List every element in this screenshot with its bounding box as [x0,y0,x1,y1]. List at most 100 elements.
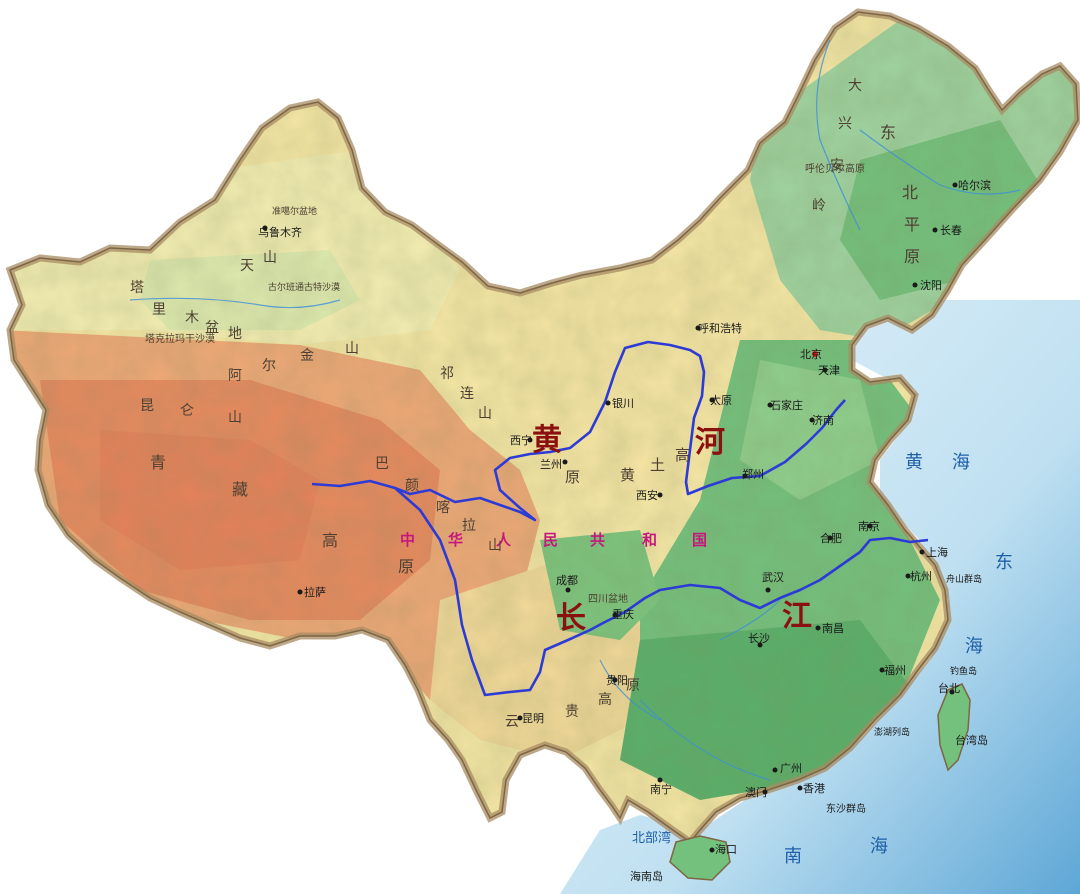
island-penghu: 澎湖列岛 [874,726,910,738]
city-beijing: 北京 [800,347,822,361]
city-dot [822,367,828,373]
minor-rivers [129,39,1021,781]
city-hangzhou: 杭州 [910,569,932,583]
yangtze-river-label-2: 江 [782,599,812,634]
dxal-char-3: 安 [830,158,844,174]
northeast-char-1: 东 [880,123,896,142]
city-dot [815,625,821,631]
city-dot [809,417,815,423]
city-taibei: 台北 [938,681,960,695]
city-hefei: 合肥 [820,531,842,545]
dxal-char-1: 大 [848,78,862,94]
city-fuzhou: 福州 [884,663,906,677]
city-dot [912,282,918,288]
taklamakan-label: 塔克拉玛干沙漠 [145,332,215,345]
yungui-char-1: 云 [505,714,519,730]
city-dot [742,473,748,479]
yellow-river-label-1: 黄 [532,423,562,458]
yellow-sea-char-2: 海 [952,452,970,473]
tianshan-char-1: 天 [240,258,254,274]
city-dot [657,777,663,783]
altun-char-3: 金 [300,348,314,364]
qilian-char-3: 山 [478,406,492,422]
sea-labels: 黄 海 东 海 南 海 北部湾 [632,452,1013,867]
bayankala-char-1: 巴 [375,456,389,472]
city-aomen: 澳门 [745,785,767,799]
city-dot [709,847,715,853]
tianshan-char-2: 山 [263,250,277,266]
region-labels: 塔 里 木 盆 地 塔克拉玛干沙漠 古尔班通古特沙漠 准噶尔盆地 天 山 青 藏… [130,78,920,730]
taiwan-island [937,683,971,772]
city-dot [952,182,958,188]
city-dot [949,689,955,695]
city-tianjin: 天津 [818,364,840,377]
city-dot [919,549,925,555]
country-char-3: 人 [496,531,512,549]
beibu-gulf-label: 北部湾 [632,830,671,846]
city-dot [797,785,803,791]
dxal-char-4: 岭 [812,198,826,214]
tibet-char-4: 原 [398,557,414,576]
city-urumqi: 乌鲁木齐 [258,225,302,239]
city-lanzhou: 兰州 [540,458,562,471]
loess-char-3: 高 [675,446,690,464]
yellow-river [311,340,846,522]
island-taiwan: 台湾岛 [955,733,988,747]
capital-star-icon [812,351,818,357]
loess-char-2: 土 [650,456,665,474]
tarim-char-5: 地 [228,326,242,342]
river-labels: 黄 河 长 江 [532,423,812,636]
hainan-island [669,835,731,881]
city-haikou: 海口 [715,842,737,856]
yungui-char-4: 原 [626,678,640,694]
tibet-char-2: 藏 [232,480,248,499]
city-dot [765,587,771,593]
city-yinchuan: 银川 [612,396,634,410]
city-taiyuan: 太原 [710,394,732,407]
city-changchun: 长春 [940,224,962,237]
city-dot [562,459,568,465]
city-chengdu: 成都 [556,574,578,587]
city-chongqing: 重庆 [612,607,634,621]
city-dot [932,227,938,233]
city-dot [612,677,618,683]
country-char-1: 中 [400,531,415,549]
country-char-5: 共 [590,531,605,549]
dxal-char-2: 兴 [838,116,852,132]
city-dot [527,437,533,443]
city-dot [879,667,885,673]
tibet-char-3: 高 [322,531,338,550]
bayankala-char-2: 颜 [405,478,419,494]
country-char-2: 华 [448,531,463,549]
city-dot [757,642,763,648]
tarim-char-2: 里 [152,302,166,318]
city-shenyang: 沈阳 [920,278,942,292]
loess-char-1: 黄 [620,466,635,484]
qilian-char-2: 连 [460,386,474,402]
tarim-char-3: 木 [185,310,199,326]
island-dongsha: 东沙群岛 [826,802,866,815]
altun-char-1: 阿 [228,368,242,384]
city-lhasa: 拉萨 [304,585,326,599]
city-nanjing: 南京 [858,519,880,533]
country-char-6: 和 [642,531,657,549]
kunlun-char-1: 昆 [140,398,154,414]
city-dot [565,587,571,593]
east-sea-char-1: 东 [995,552,1013,573]
northeast-char-4: 原 [904,247,920,266]
yellow-river-label-2: 河 [695,425,725,460]
city-dot [709,397,715,403]
city-dot [767,402,773,408]
city-nanning: 南宁 [650,782,672,796]
city-nanchang: 南昌 [822,622,844,635]
yungui-char-2: 贵 [565,704,579,720]
bayankala-char-3: 喀 [436,500,450,516]
country-char-7: 国 [692,531,707,549]
kunlun-char-2: 仑 [180,403,194,419]
yellow-sea-char-1: 黄 [905,452,923,473]
junggar-label: 准噶尔盆地 [272,205,317,217]
yungui-char-3: 高 [598,691,612,708]
south-sea-char-1: 南 [784,846,802,867]
island-hainan: 海南岛 [630,869,663,883]
